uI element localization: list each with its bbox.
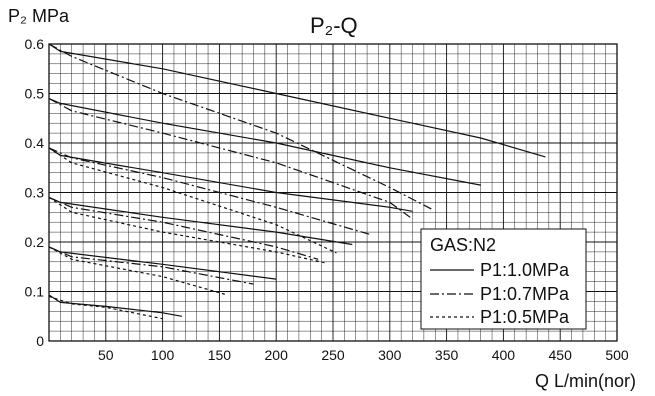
series-line-dotted-3 (48, 246, 228, 296)
x-axis-title: Q L/min(nor) (535, 371, 636, 391)
series-line-solid-1 (48, 43, 546, 158)
y-tick-label: 0.6 (25, 36, 45, 52)
series-line-dashdot-1 (48, 43, 434, 211)
x-tick-label: 450 (549, 347, 573, 363)
series-line-dashdot-2 (48, 97, 411, 218)
series-line-dotted-1 (48, 147, 337, 254)
legend-box (420, 228, 587, 330)
series-line-solid-2 (48, 97, 481, 186)
legend-title: GAS:N2 (430, 235, 496, 255)
legend-label-1: P1:1.0MPa (480, 260, 570, 280)
y-tick-label: 0.2 (25, 234, 45, 250)
y-tick-label: 0 (36, 333, 44, 349)
y-tick-label: 0.3 (25, 185, 45, 201)
legend-label-2: P1:0.7MPa (480, 284, 570, 304)
x-tick-label: 300 (378, 347, 402, 363)
y-axis-title: P₂ MPa (8, 6, 70, 26)
series-group (48, 43, 546, 320)
x-tick-label: 500 (605, 347, 629, 363)
series-line-dotted-2 (48, 196, 326, 264)
chart-title: P₂-Q (310, 13, 358, 38)
series-line-solid-6 (48, 294, 183, 317)
series-line-dashdot-5 (48, 246, 254, 285)
legend-label-3: P1:0.5MPa (480, 307, 570, 327)
y-tick-label: 0.4 (25, 135, 45, 151)
x-tick-label: 100 (151, 347, 175, 363)
x-tick-label: 150 (208, 347, 232, 363)
legend: GAS:N2 P1:1.0MPa P1:0.7MPa P1:0.5MPa (420, 228, 587, 330)
tick-labels: 50 100 150 200 250 300 350 400 450 500 0 0.1 0.2 0.3 0… (25, 36, 629, 363)
y-tick-label: 0.1 (25, 284, 45, 300)
x-tick-label: 50 (98, 347, 114, 363)
series-line-dashdot-3 (48, 147, 371, 236)
x-tick-label: 350 (435, 347, 459, 363)
x-tick-label: 250 (321, 347, 345, 363)
series-line-solid-3 (48, 147, 413, 212)
plot-border (48, 43, 618, 342)
x-tick-label: 200 (265, 347, 289, 363)
y-tick-label: 0.5 (25, 86, 45, 102)
plot-frame (48, 43, 618, 342)
x-tick-label: 400 (492, 347, 516, 363)
